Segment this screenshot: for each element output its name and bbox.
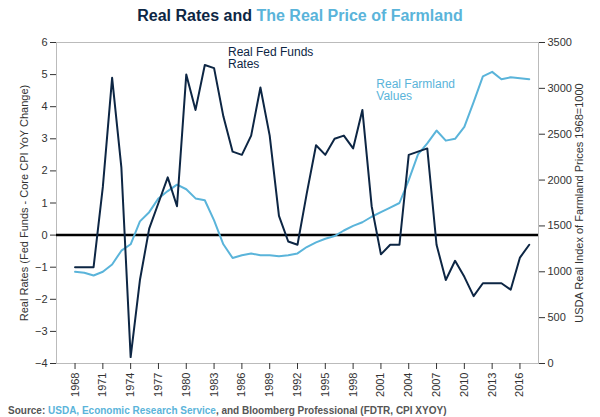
svg-text:1998: 1998 bbox=[347, 373, 359, 397]
svg-text:−2: −2 bbox=[35, 293, 48, 305]
svg-text:1995: 1995 bbox=[319, 373, 331, 397]
svg-text:1000: 1000 bbox=[548, 265, 572, 277]
svg-text:3: 3 bbox=[41, 132, 47, 144]
svg-text:1977: 1977 bbox=[152, 373, 164, 397]
svg-text:0: 0 bbox=[41, 229, 47, 241]
svg-text:Real Fed FundsRates: Real Fed FundsRates bbox=[228, 45, 313, 71]
svg-text:−3: −3 bbox=[35, 325, 48, 337]
svg-text:3000: 3000 bbox=[548, 82, 572, 94]
svg-text:1983: 1983 bbox=[208, 373, 220, 397]
svg-text:2500: 2500 bbox=[548, 128, 572, 140]
svg-text:2004: 2004 bbox=[402, 373, 414, 397]
svg-text:2016: 2016 bbox=[513, 373, 525, 397]
svg-text:1: 1 bbox=[41, 197, 47, 209]
svg-text:1980: 1980 bbox=[180, 373, 192, 397]
svg-text:2: 2 bbox=[41, 164, 47, 176]
svg-text:1971: 1971 bbox=[96, 373, 108, 397]
svg-text:5: 5 bbox=[41, 68, 47, 80]
svg-text:6: 6 bbox=[41, 36, 47, 48]
svg-text:−4: −4 bbox=[35, 357, 48, 369]
svg-text:500: 500 bbox=[548, 311, 566, 323]
html-text:Source: USDA, Economic Researc: Source: USDA, Economic Research Service,… bbox=[8, 405, 447, 416]
svg-text:−1: −1 bbox=[35, 261, 48, 273]
svg-text:0: 0 bbox=[548, 357, 554, 369]
svg-text:1968: 1968 bbox=[69, 373, 81, 397]
svg-text:3500: 3500 bbox=[548, 36, 572, 48]
svg-text:1500: 1500 bbox=[548, 219, 572, 231]
svg-text:1974: 1974 bbox=[124, 373, 136, 397]
svg-text:1992: 1992 bbox=[291, 373, 303, 397]
svg-text:2007: 2007 bbox=[430, 373, 442, 397]
svg-text:2001: 2001 bbox=[374, 373, 386, 397]
svg-text:1986: 1986 bbox=[235, 373, 247, 397]
svg-text:Real FarmlandValues: Real FarmlandValues bbox=[376, 77, 455, 103]
svg-text:4: 4 bbox=[41, 100, 47, 112]
svg-text:USDA Real Index of Farmland Pr: USDA Real Index of Farmland Prices 1968=… bbox=[573, 83, 585, 322]
svg-text:2010: 2010 bbox=[458, 373, 470, 397]
html-text:Real Rates and The Real Price: Real Rates and The Real Price of Farmlan… bbox=[137, 7, 463, 24]
svg-text:1989: 1989 bbox=[263, 373, 275, 397]
svg-text:Real Rates (Fed Funds - Core C: Real Rates (Fed Funds - Core CPI YoY Cha… bbox=[18, 85, 30, 321]
svg-text:2013: 2013 bbox=[486, 373, 498, 397]
svg-text:2000: 2000 bbox=[548, 174, 572, 186]
